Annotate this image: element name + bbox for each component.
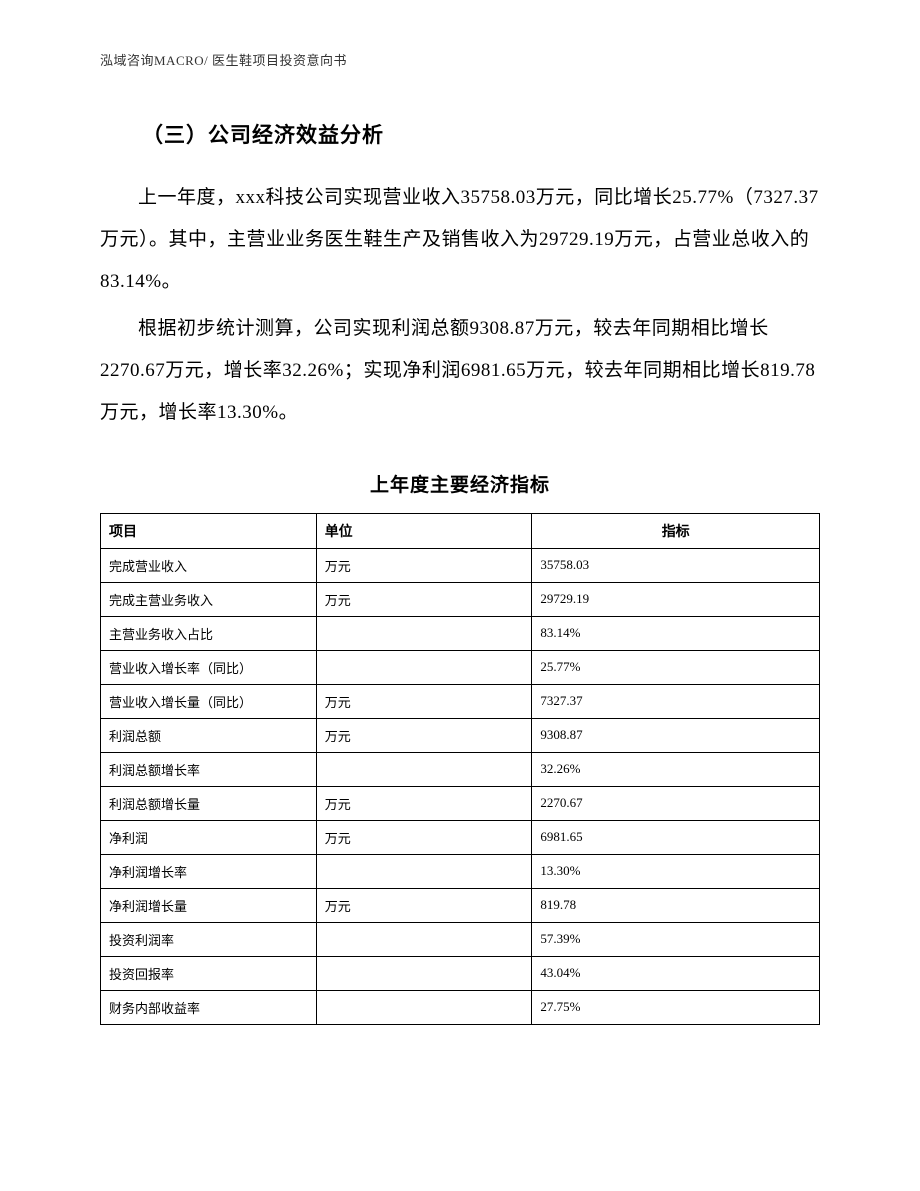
table-cell: 投资利润率 (101, 922, 317, 956)
table-cell: 32.26% (532, 752, 820, 786)
table-cell: 净利润增长率 (101, 854, 317, 888)
table-header-value: 指标 (532, 513, 820, 548)
section-title: （三）公司经济效益分析 (100, 119, 820, 149)
table-cell: 营业收入增长量（同比） (101, 684, 317, 718)
table-cell: 25.77% (532, 650, 820, 684)
table-cell: 营业收入增长率（同比） (101, 650, 317, 684)
table-row: 完成主营业务收入万元29729.19 (101, 582, 820, 616)
page-header: 泓域咨询MACRO/ 医生鞋项目投资意向书 (100, 50, 820, 69)
table-cell (316, 854, 532, 888)
table-row: 营业收入增长量（同比）万元7327.37 (101, 684, 820, 718)
table-row: 利润总额万元9308.87 (101, 718, 820, 752)
table-cell (316, 650, 532, 684)
table-cell: 万元 (316, 684, 532, 718)
table-cell: 13.30% (532, 854, 820, 888)
table-cell: 819.78 (532, 888, 820, 922)
table-cell: 29729.19 (532, 582, 820, 616)
table-header-unit: 单位 (316, 513, 532, 548)
table-cell: 7327.37 (532, 684, 820, 718)
paragraph-2: 根据初步统计测算，公司实现利润总额9308.87万元，较去年同期相比增长2270… (100, 308, 820, 433)
document-page: 泓域咨询MACRO/ 医生鞋项目投资意向书 （三）公司经济效益分析 上一年度，x… (0, 0, 920, 1075)
table-cell: 主营业务收入占比 (101, 616, 317, 650)
table-cell (316, 956, 532, 990)
table-cell: 万元 (316, 718, 532, 752)
table-cell: 投资回报率 (101, 956, 317, 990)
table-cell (316, 616, 532, 650)
table-cell: 43.04% (532, 956, 820, 990)
table-cell: 利润总额 (101, 718, 317, 752)
table-cell: 6981.65 (532, 820, 820, 854)
table-header-item: 项目 (101, 513, 317, 548)
table-cell: 利润总额增长量 (101, 786, 317, 820)
table-title: 上年度主要经济指标 (100, 470, 820, 497)
table-cell: 83.14% (532, 616, 820, 650)
table-row: 净利润增长率 13.30% (101, 854, 820, 888)
table-row: 利润总额增长率 32.26% (101, 752, 820, 786)
table-cell: 万元 (316, 548, 532, 582)
table-row: 净利润增长量万元819.78 (101, 888, 820, 922)
table-cell (316, 752, 532, 786)
table-row: 利润总额增长量万元2270.67 (101, 786, 820, 820)
table-cell: 35758.03 (532, 548, 820, 582)
table-cell: 完成主营业务收入 (101, 582, 317, 616)
table-cell: 利润总额增长率 (101, 752, 317, 786)
table-cell: 万元 (316, 582, 532, 616)
table-row: 净利润万元6981.65 (101, 820, 820, 854)
table-row: 投资回报率 43.04% (101, 956, 820, 990)
table-row: 投资利润率 57.39% (101, 922, 820, 956)
economic-indicators-table: 项目 单位 指标 完成营业收入万元35758.03完成主营业务收入万元29729… (100, 513, 820, 1025)
table-cell: 万元 (316, 820, 532, 854)
table-row: 营业收入增长率（同比） 25.77% (101, 650, 820, 684)
table-row: 完成营业收入万元35758.03 (101, 548, 820, 582)
table-row: 财务内部收益率 27.75% (101, 990, 820, 1024)
table-cell: 57.39% (532, 922, 820, 956)
table-cell: 净利润 (101, 820, 317, 854)
table-cell: 完成营业收入 (101, 548, 317, 582)
table-cell (316, 990, 532, 1024)
table-cell: 万元 (316, 786, 532, 820)
paragraph-1: 上一年度，xxx科技公司实现营业收入35758.03万元，同比增长25.77%（… (100, 177, 820, 302)
table-cell (316, 922, 532, 956)
table-cell: 9308.87 (532, 718, 820, 752)
table-cell: 财务内部收益率 (101, 990, 317, 1024)
table-cell: 万元 (316, 888, 532, 922)
table-cell: 2270.67 (532, 786, 820, 820)
table-cell: 27.75% (532, 990, 820, 1024)
table-header-row: 项目 单位 指标 (101, 513, 820, 548)
table-cell: 净利润增长量 (101, 888, 317, 922)
table-body: 完成营业收入万元35758.03完成主营业务收入万元29729.19主营业务收入… (101, 548, 820, 1024)
table-row: 主营业务收入占比 83.14% (101, 616, 820, 650)
